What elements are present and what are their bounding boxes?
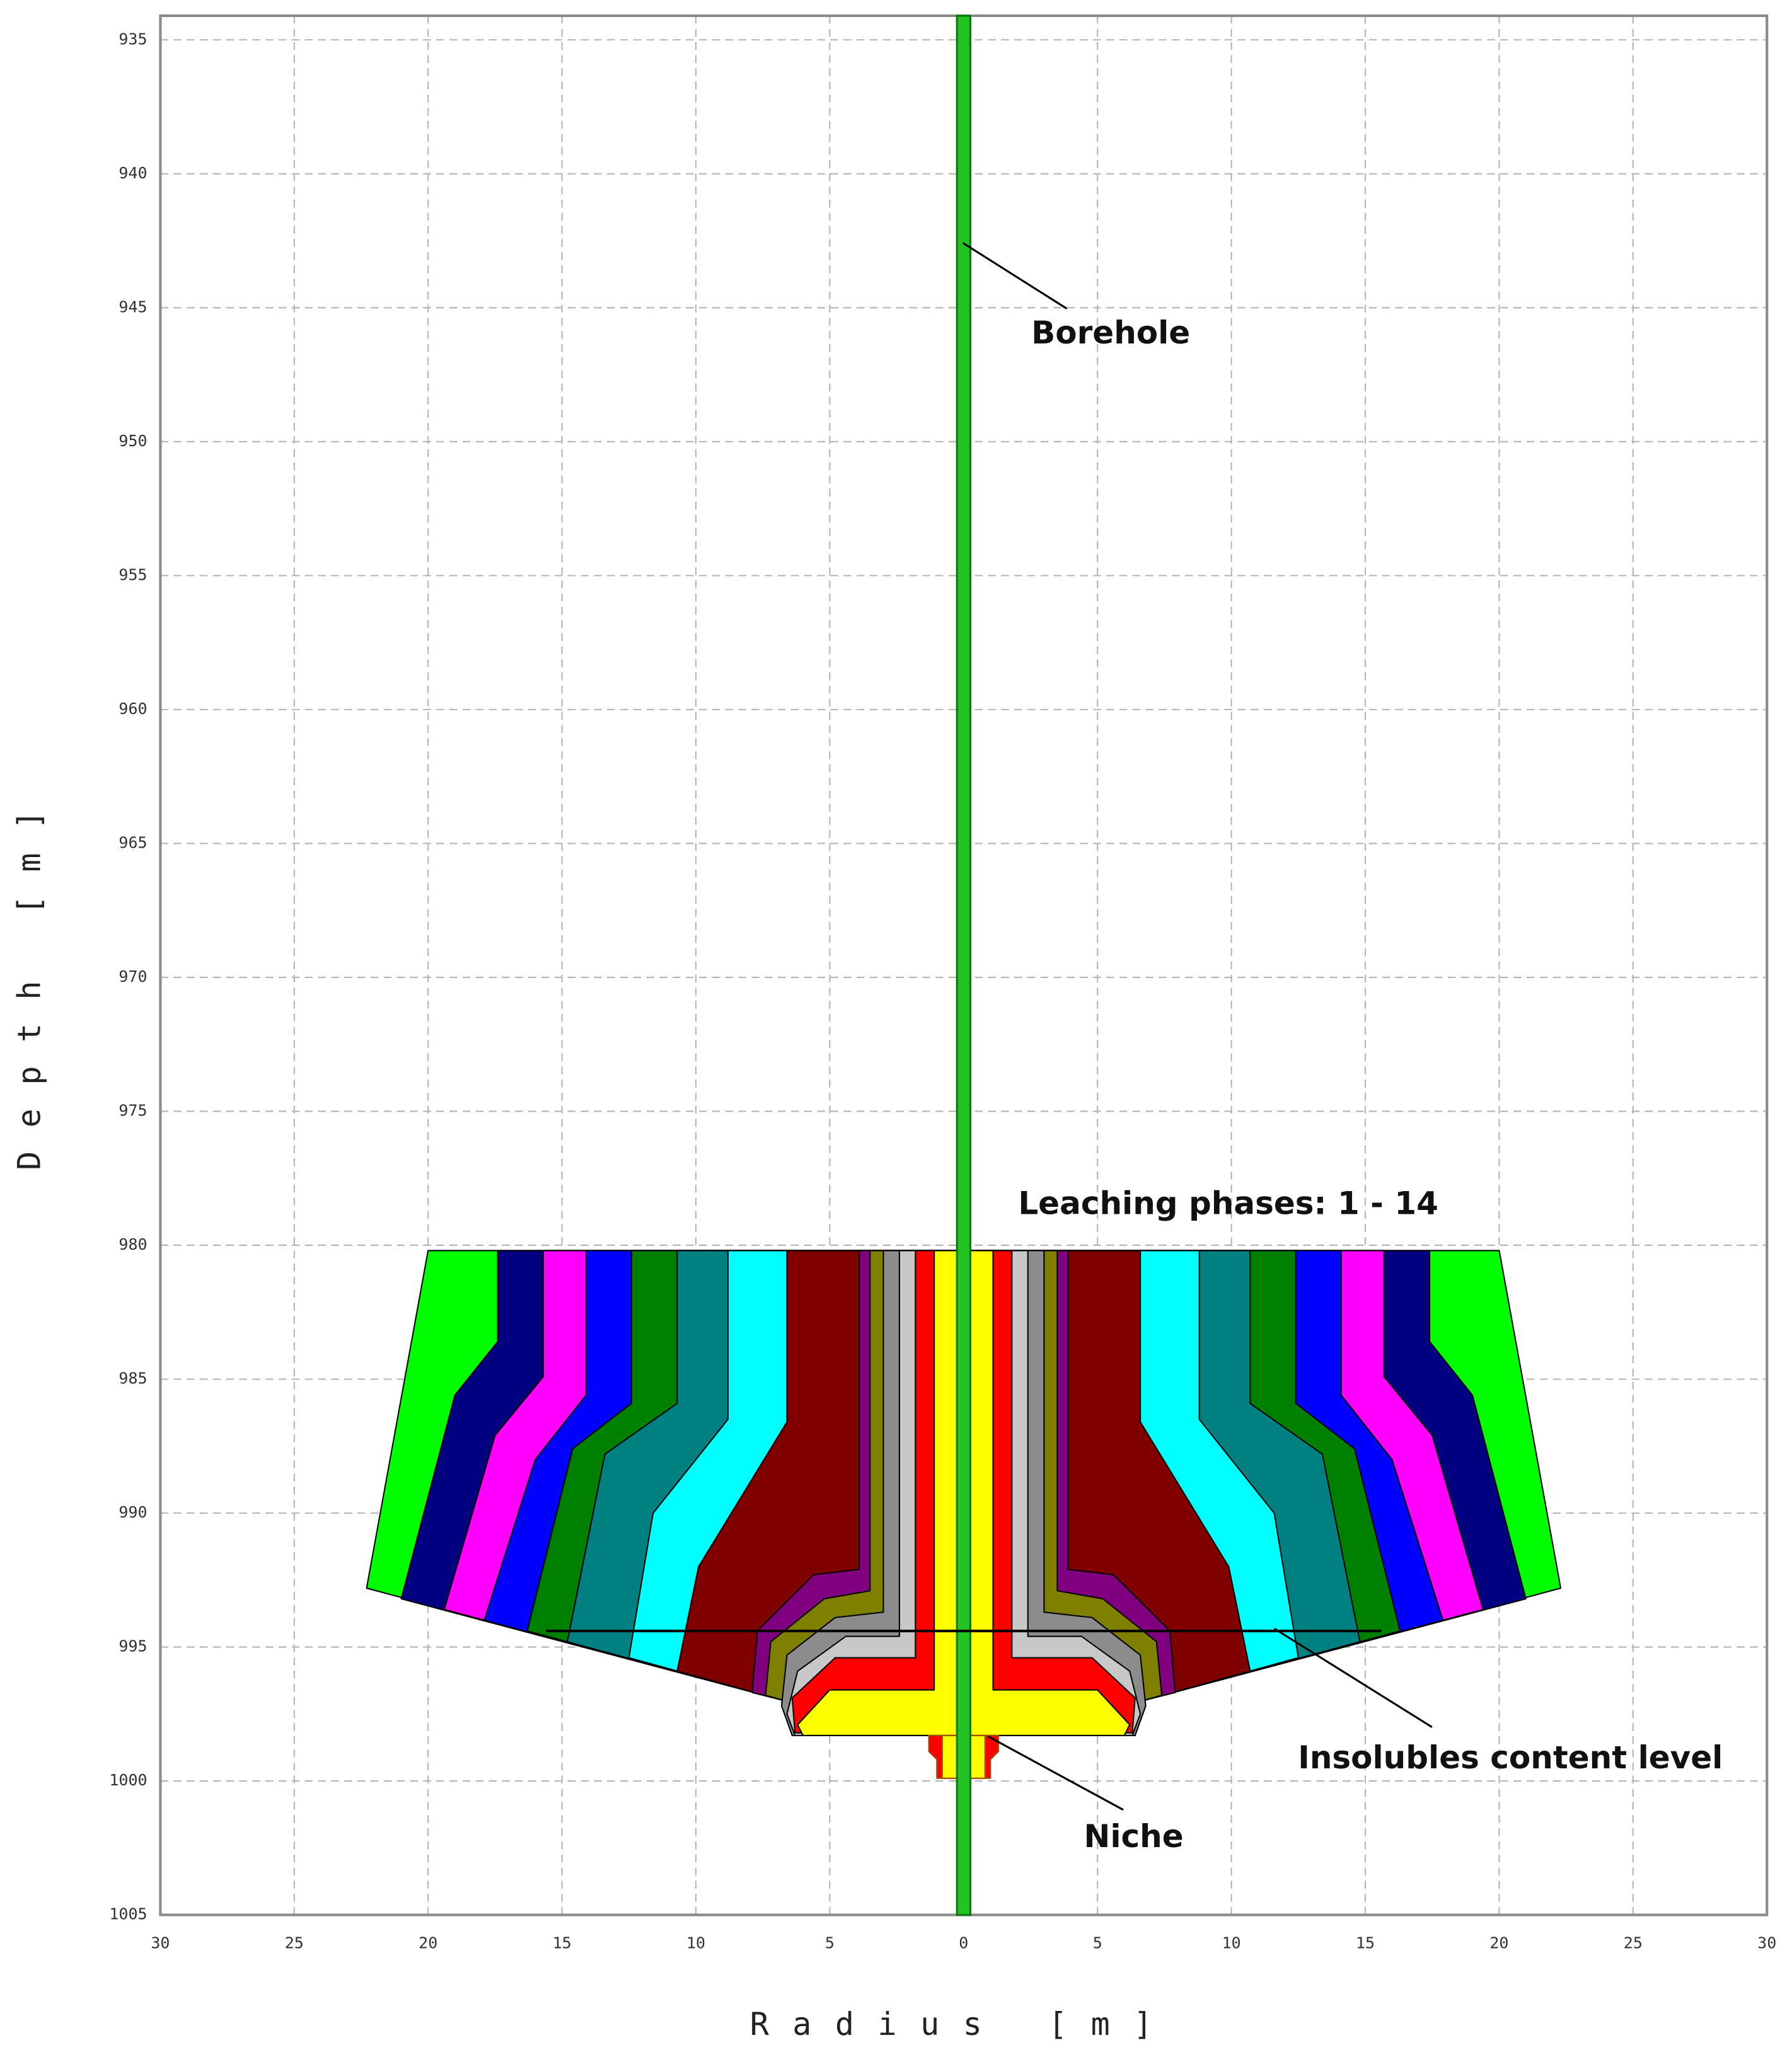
borehole [956, 14, 972, 1916]
y-tick-label: 950 [119, 432, 147, 450]
x-tick-label: 20 [1489, 1933, 1508, 1952]
annotation: Borehole [1031, 314, 1190, 351]
y-tick-label: 980 [119, 1235, 147, 1253]
leader-line [962, 242, 1068, 310]
x-tick-label: 10 [686, 1933, 705, 1952]
x-tick-label: 30 [1757, 1933, 1776, 1952]
x-tick-label: 5 [825, 1933, 835, 1952]
y-tick-label: 1005 [109, 1905, 147, 1923]
y-tick-label: 985 [119, 1369, 147, 1387]
x-tick-label: 5 [1093, 1933, 1102, 1952]
y-tick-label: 955 [119, 565, 147, 584]
y-tick-label: 960 [119, 700, 147, 718]
y-tick-label: 945 [119, 297, 147, 316]
x-tick-label: 20 [419, 1933, 437, 1952]
y-tick-label: 990 [119, 1503, 147, 1521]
x-tick-label: 10 [1222, 1933, 1241, 1952]
y-tick-label: 975 [119, 1101, 147, 1119]
leader-line [987, 1735, 1124, 1811]
y-tick-label: 935 [119, 30, 147, 48]
y-tick-label: 970 [119, 967, 147, 986]
x-tick-label: 15 [553, 1933, 572, 1952]
y-tick-label: 940 [119, 164, 147, 182]
y-axis-title: Depth [m] [11, 786, 48, 1170]
x-tick-label: 30 [151, 1933, 170, 1952]
x-tick-label: 25 [285, 1933, 304, 1952]
x-axis-title: Radius [m] [750, 2006, 1176, 2042]
x-tick-label: 0 [959, 1933, 968, 1952]
x-tick-label: 25 [1624, 1933, 1643, 1952]
x-tick-label: 15 [1356, 1933, 1375, 1952]
annotation: Niche [1084, 1818, 1184, 1855]
y-tick-label: 995 [119, 1637, 147, 1656]
annotation: Insolubles content level [1298, 1739, 1723, 1776]
leader-line [1273, 1627, 1433, 1728]
y-tick-label: 1000 [109, 1771, 147, 1789]
y-tick-label: 965 [119, 833, 147, 851]
annotation: Leaching phases: 1 - 14 [1018, 1185, 1438, 1222]
